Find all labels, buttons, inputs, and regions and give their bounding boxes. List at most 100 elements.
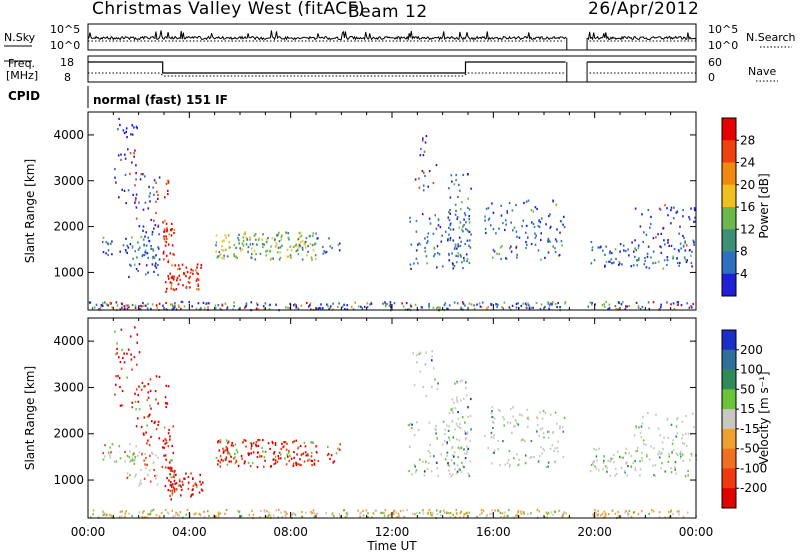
heatmap-cell: [554, 411, 557, 414]
heatmap-cell: [285, 231, 287, 234]
heatmap-cell: [679, 453, 682, 456]
heatmap-cell: [607, 308, 609, 311]
heatmap-cell: [410, 305, 412, 308]
heatmap-cell: [517, 302, 519, 305]
heatmap-cell: [450, 458, 453, 462]
heatmap-cell: [551, 303, 553, 306]
heatmap-cell: [447, 237, 449, 241]
heatmap-cell: [312, 509, 315, 512]
heatmap-cell: [413, 262, 415, 265]
heatmap-cell: [123, 189, 126, 192]
heatmap-cell: [605, 300, 607, 304]
heatmap-cell: [215, 515, 217, 518]
heatmap-cell: [517, 423, 520, 426]
heatmap-cell: [459, 253, 462, 256]
heatmap-cell: [147, 473, 149, 477]
heatmap-cell: [615, 308, 617, 311]
heatmap-cell: [286, 442, 288, 445]
heatmap-cell: [163, 454, 165, 457]
heatmap-cell: [149, 404, 151, 407]
heatmap-cell: [532, 222, 535, 226]
heatmap-cell: [338, 513, 341, 516]
heatmap-cell: [381, 511, 383, 514]
y-tick-label: 4000: [53, 334, 84, 348]
heatmap-cell: [462, 416, 464, 419]
heatmap-cell: [170, 284, 173, 287]
heatmap-cell: [149, 192, 151, 195]
heatmap-cell: [141, 511, 144, 514]
heatmap-cell: [284, 457, 286, 460]
heatmap-cell: [136, 256, 138, 259]
heatmap-cell: [617, 510, 619, 513]
heatmap-cell: [214, 304, 217, 307]
heatmap-cell: [530, 209, 533, 212]
heatmap-cell: [549, 225, 552, 228]
heatmap-cell: [310, 441, 312, 444]
heatmap-cell: [142, 173, 144, 176]
heatmap-cell: [464, 513, 466, 516]
heatmap-cell: [262, 305, 265, 308]
heatmap-cell: [151, 233, 154, 236]
heatmap-cell: [213, 514, 215, 517]
heatmap-cell: [459, 189, 461, 192]
heatmap-cell: [468, 511, 470, 514]
heatmap-cell: [609, 474, 612, 477]
heatmap-cell: [480, 508, 483, 512]
heatmap-cell: [470, 233, 472, 236]
heatmap-cell: [147, 513, 149, 516]
heatmap-cell: [434, 378, 436, 381]
heatmap-cell: [194, 482, 197, 486]
heatmap-cell: [684, 432, 687, 435]
heatmap-cell: [591, 301, 593, 305]
heatmap-cell: [109, 456, 112, 459]
heatmap-cell: [165, 439, 168, 442]
heatmap-cell: [102, 302, 104, 305]
heatmap-cell: [119, 360, 122, 364]
heatmap-cell: [526, 306, 529, 309]
heatmap-cell: [609, 260, 611, 263]
heatmap-cell: [492, 426, 494, 430]
heatmap-cell: [339, 443, 341, 446]
heatmap-cell: [465, 387, 467, 390]
heatmap-cell: [419, 458, 421, 461]
heatmap-cell: [303, 460, 306, 463]
heatmap-cell: [409, 216, 411, 219]
heatmap-cell: [664, 204, 666, 207]
heatmap-cell: [125, 250, 127, 253]
heatmap-cell: [322, 307, 324, 310]
heatmap-cell: [166, 477, 168, 480]
heatmap-cell: [217, 441, 219, 444]
heatmap-cell: [457, 446, 460, 449]
heatmap-cell: [450, 475, 452, 478]
heatmap-cell: [223, 239, 225, 242]
heatmap-cell: [523, 201, 525, 205]
heatmap-cell: [433, 246, 435, 249]
heatmap-cell: [374, 509, 376, 512]
heatmap-cell: [259, 454, 261, 457]
heatmap-cell: [233, 305, 235, 308]
heatmap-cell: [449, 511, 452, 515]
heatmap-cell: [491, 415, 493, 419]
heatmap-cell: [680, 451, 682, 454]
heatmap-cell: [461, 465, 464, 468]
heatmap-cell: [126, 376, 128, 379]
heatmap-cell: [315, 445, 318, 448]
heatmap-cell: [171, 303, 173, 306]
heatmap-cell: [172, 451, 175, 454]
heatmap-cell: [640, 436, 643, 439]
heatmap-cell: [664, 243, 666, 246]
heatmap-cell: [619, 250, 621, 253]
heatmap-cell: [487, 305, 490, 309]
heatmap-cell: [597, 246, 599, 249]
heatmap-cell: [439, 226, 442, 229]
heatmap-cell: [126, 454, 129, 457]
heatmap-cell: [325, 250, 328, 253]
heatmap-cell: [157, 197, 159, 200]
heatmap-cell: [428, 302, 430, 306]
heatmap-cell: [107, 249, 110, 252]
heatmap-cell: [169, 252, 172, 255]
heatmap-cell: [449, 238, 451, 241]
heatmap-cell: [135, 408, 137, 411]
heatmap-cell: [547, 237, 550, 240]
power-colorbar-label: Power [dB]: [757, 173, 771, 238]
